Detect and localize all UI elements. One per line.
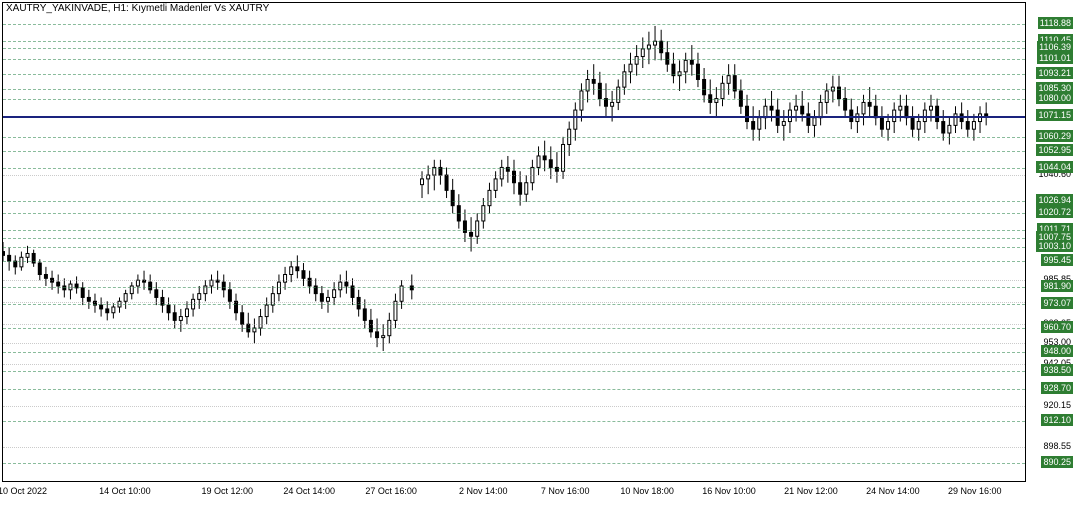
horizontal-level-line [3, 371, 1025, 372]
horizontal-minor-line [3, 447, 1025, 448]
price-level-label: 1093.21 [1036, 67, 1073, 79]
horizontal-level-line [3, 247, 1025, 248]
horizontal-level-line [3, 328, 1025, 329]
horizontal-minor-line [3, 364, 1025, 365]
price-level-label: 1003.10 [1036, 240, 1073, 252]
x-tick-label: 19 Oct 12:00 [201, 486, 253, 496]
horizontal-level-line [3, 48, 1025, 49]
horizontal-minor-line [3, 406, 1025, 407]
chart-title: XAUTRY_YAKINVADE, H1: Kıymetli Madenler … [6, 3, 269, 14]
x-tick-label: 24 Oct 14:00 [283, 486, 335, 496]
price-level-label: 1026.94 [1036, 194, 1073, 206]
x-tick-label: 27 Oct 16:00 [365, 486, 417, 496]
horizontal-level-line [3, 304, 1025, 305]
price-plain-label: 898.55 [1041, 440, 1073, 452]
price-level-label: 1118.88 [1038, 17, 1073, 29]
price-level-label: 1071.15 [1036, 109, 1073, 121]
current-price-line [3, 116, 1025, 118]
price-level-label: 995.45 [1041, 254, 1073, 266]
candlestick-svg [3, 3, 1025, 481]
x-tick-label: 29 Nov 16:00 [948, 486, 1002, 496]
x-tick-label: 10 Oct 2022 [0, 486, 47, 496]
x-tick-label: 7 Nov 16:00 [541, 486, 590, 496]
horizontal-level-line [3, 213, 1025, 214]
x-tick-label: 14 Oct 10:00 [99, 486, 151, 496]
horizontal-level-line [3, 99, 1025, 100]
y-axis: 1118.881110.451106.391101.011093.211085.… [1026, 2, 1073, 482]
horizontal-level-line [3, 463, 1025, 464]
horizontal-level-line [3, 74, 1025, 75]
horizontal-level-line [3, 137, 1025, 138]
price-level-label: 890.25 [1041, 456, 1073, 468]
x-tick-label: 16 Nov 10:00 [702, 486, 756, 496]
price-level-label: 1060.29 [1036, 130, 1073, 142]
x-tick-label: 10 Nov 18:00 [620, 486, 674, 496]
horizontal-minor-line [3, 343, 1025, 344]
horizontal-level-line [3, 59, 1025, 60]
x-axis: 10 Oct 2022 14 Oct 10:00 19 Oct 12:00 24 Oc… [2, 484, 1026, 502]
horizontal-minor-line [3, 175, 1025, 176]
price-level-label: 912.10 [1041, 414, 1073, 426]
price-level-label: 960.70 [1041, 321, 1073, 333]
chart-wrapper: XAUTRY_YAKINVADE, H1: Kıymetli Madenler … [0, 0, 1075, 505]
x-tick-label: 2 Nov 14:00 [459, 486, 508, 496]
plot-area[interactable] [2, 2, 1026, 482]
price-level-label: 1101.01 [1037, 52, 1073, 64]
horizontal-level-line [3, 230, 1025, 231]
price-level-label: 938.50 [1041, 364, 1073, 376]
horizontal-minor-line [3, 324, 1025, 325]
horizontal-level-line [3, 201, 1025, 202]
horizontal-level-line [3, 238, 1025, 239]
price-plain-label: 920.15 [1041, 399, 1073, 411]
price-level-label: 973.07 [1041, 297, 1073, 309]
x-tick-label: 21 Nov 12:00 [784, 486, 838, 496]
horizontal-level-line [3, 287, 1025, 288]
price-level-label: 1080.00 [1036, 92, 1073, 104]
price-level-label: 928.70 [1041, 382, 1073, 394]
horizontal-minor-line [3, 280, 1025, 281]
x-tick-label: 24 Nov 14:00 [866, 486, 920, 496]
horizontal-level-line [3, 89, 1025, 90]
horizontal-level-line [3, 352, 1025, 353]
price-level-label: 1020.72 [1036, 206, 1073, 218]
horizontal-level-line [3, 389, 1025, 390]
horizontal-minor-line [3, 302, 1025, 303]
horizontal-level-line [3, 151, 1025, 152]
price-level-label: 1044.04 [1036, 161, 1073, 173]
horizontal-level-line [3, 24, 1025, 25]
price-level-label: 948.00 [1041, 345, 1073, 357]
price-level-label: 1052.95 [1036, 144, 1073, 156]
horizontal-level-line [3, 421, 1025, 422]
horizontal-level-line [3, 168, 1025, 169]
horizontal-level-line [3, 41, 1025, 42]
horizontal-level-line [3, 261, 1025, 262]
price-level-label: 981.90 [1041, 280, 1073, 292]
